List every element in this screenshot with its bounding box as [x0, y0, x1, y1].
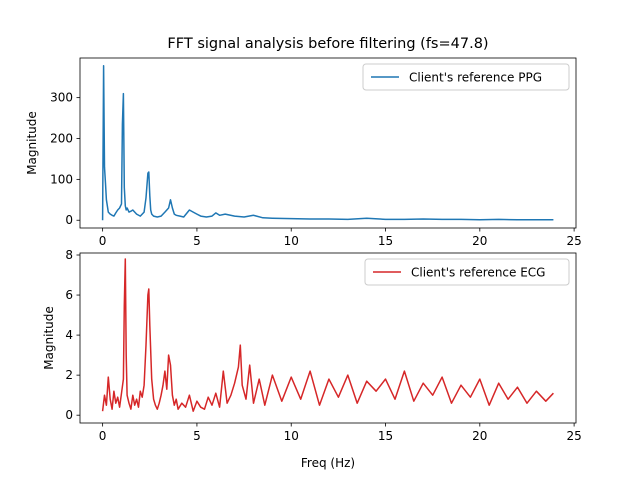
- subplot-1: 0 5 10 15 20 25 0 100 200 300 Magnitude Client's re…: [25, 57, 582, 248]
- legend-box: [362, 63, 570, 91]
- y-tick-label: 0: [65, 213, 73, 227]
- y-tick-label: 300: [50, 91, 73, 105]
- y-tick-label: 0: [65, 408, 73, 422]
- x-tick-label: 20: [472, 429, 487, 443]
- y-tick-label: 6: [65, 288, 73, 302]
- x-tick-label: 10: [284, 234, 299, 248]
- x-tick-label: 0: [99, 429, 107, 443]
- figure-title: FFT signal analysis before filtering (fs…: [167, 36, 488, 52]
- y-tick-label: 100: [50, 172, 73, 186]
- x-tick-label: 10: [284, 429, 299, 443]
- subplot-2: 0 5 10 15 20 25 0 2 4 6 8 Magnitude Freq (Hz) Client'…: [42, 248, 582, 470]
- axes-frame: [79, 57, 577, 229]
- legend-box: [364, 258, 570, 286]
- x-tick-label: 15: [378, 429, 393, 443]
- series-line-1-1: [101, 65, 554, 221]
- y-axis-label: Magnitude: [42, 306, 56, 370]
- x-axis-label: Freq (Hz): [301, 456, 355, 470]
- x-tick-label: 5: [193, 429, 201, 443]
- legend: Client's reference PPG: [362, 63, 570, 91]
- x-tick-label: 15: [378, 234, 393, 248]
- legend-label: Client's reference PPG: [409, 71, 542, 85]
- y-tick-label: 200: [50, 132, 73, 146]
- y-axis-label: Magnitude: [25, 111, 39, 175]
- x-tick-label: 0: [99, 234, 107, 248]
- y-tick-label: 2: [65, 368, 73, 382]
- x-tick-label: 25: [566, 234, 581, 248]
- x-tick-label: 20: [472, 234, 487, 248]
- x-tick-label: 5: [193, 234, 201, 248]
- series-line-2-1: [101, 258, 554, 412]
- x-tick-label: 25: [566, 429, 581, 443]
- axes-frame: [79, 252, 577, 424]
- legend-label: Client's reference ECG: [411, 266, 545, 280]
- y-tick-label: 8: [65, 248, 73, 262]
- y-tick-label: 4: [65, 328, 73, 342]
- legend: Client's reference ECG: [364, 258, 570, 286]
